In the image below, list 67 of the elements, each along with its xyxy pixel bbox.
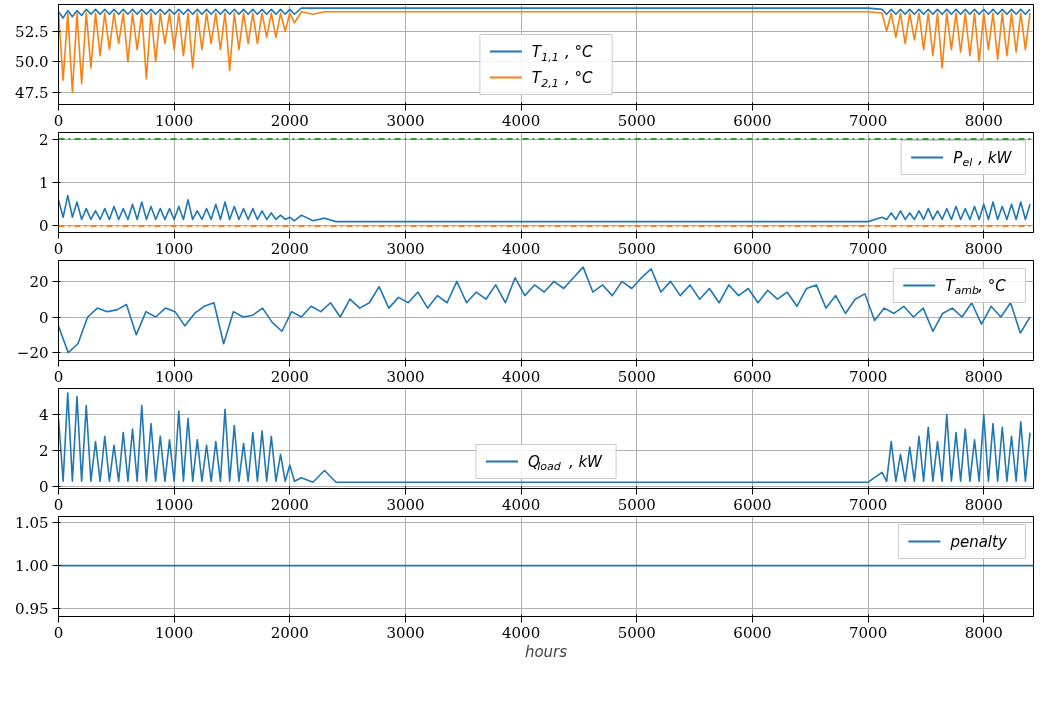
x-tick-label: 6000 bbox=[733, 239, 772, 258]
x-tick-label: 8000 bbox=[964, 367, 1003, 386]
line-series bbox=[58, 392, 1031, 483]
x-tick-label: 2000 bbox=[270, 495, 309, 514]
x-tick-label: 1000 bbox=[155, 239, 194, 258]
x-tick-label: 0 bbox=[53, 623, 64, 642]
x-tick-label: 0 bbox=[53, 495, 64, 514]
y-tick-label: 0.95 bbox=[15, 600, 49, 619]
x-tick-label: 8000 bbox=[964, 623, 1003, 642]
x-tick-label: 5000 bbox=[617, 623, 656, 642]
y-tick-label: −20 bbox=[16, 344, 49, 363]
y-tick-label: 2 bbox=[38, 130, 49, 149]
x-tick-label: 8000 bbox=[964, 111, 1003, 130]
y-tick-label: 1 bbox=[38, 174, 49, 192]
x-tick-label: 7000 bbox=[849, 367, 888, 386]
x-tick-label: 0 bbox=[53, 239, 64, 258]
x-tick-label: 3000 bbox=[386, 239, 425, 258]
x-tick-label: 8000 bbox=[964, 495, 1003, 514]
x-tick-label: 6000 bbox=[733, 111, 772, 130]
x-tick-label: 2000 bbox=[270, 367, 309, 386]
y-tick-label: 0 bbox=[38, 217, 49, 236]
x-tick-label: 1000 bbox=[155, 623, 194, 642]
line-series bbox=[58, 194, 1031, 223]
line-series bbox=[58, 7, 1031, 19]
y-tick-label: 50.0 bbox=[15, 53, 49, 72]
x-tick-label: 5000 bbox=[617, 111, 656, 130]
x-axis-title: hours bbox=[524, 642, 568, 661]
x-tick-label: 0 bbox=[53, 111, 64, 130]
x-tick-label: 1000 bbox=[155, 111, 194, 130]
y-tick-label: 1.00 bbox=[15, 557, 49, 576]
x-tick-label: 5000 bbox=[617, 367, 656, 386]
y-tick-label: 47.5 bbox=[15, 83, 49, 102]
x-tick-label: 1000 bbox=[155, 367, 194, 386]
x-tick-label: 0 bbox=[53, 367, 64, 386]
y-tick-label: 2 bbox=[38, 442, 49, 461]
x-tick-label: 7000 bbox=[849, 111, 888, 130]
x-tick-label: 6000 bbox=[733, 623, 772, 642]
x-tick-label: 3000 bbox=[386, 623, 425, 642]
x-tick-label: 5000 bbox=[617, 495, 656, 514]
x-tick-label: 6000 bbox=[733, 495, 772, 514]
x-tick-label: 7000 bbox=[849, 623, 888, 642]
x-tick-label: 8000 bbox=[964, 239, 1003, 258]
y-tick-label: 1.05 bbox=[15, 514, 49, 533]
x-tick-label: 5000 bbox=[617, 239, 656, 258]
x-tick-label: 4000 bbox=[502, 367, 541, 386]
x-tick-label: 4000 bbox=[502, 111, 541, 130]
y-tick-label: 20 bbox=[29, 272, 49, 291]
x-tick-label: 6000 bbox=[733, 367, 772, 386]
y-tick-label: 52.5 bbox=[15, 22, 49, 41]
x-tick-label: 2000 bbox=[270, 239, 309, 258]
x-tick-label: 3000 bbox=[386, 495, 425, 514]
x-tick-label: 4000 bbox=[502, 495, 541, 514]
y-tick-label: 0 bbox=[38, 478, 49, 497]
x-tick-label: 3000 bbox=[386, 367, 425, 386]
x-tick-label: 7000 bbox=[849, 239, 888, 258]
y-tick-label: 0 bbox=[38, 308, 49, 327]
y-tick-label: 4 bbox=[38, 406, 49, 425]
x-tick-label: 2000 bbox=[270, 111, 309, 130]
line-series bbox=[58, 266, 1031, 354]
line-series bbox=[58, 11, 1031, 94]
x-tick-label: 4000 bbox=[502, 623, 541, 642]
legend-label: penalty bbox=[949, 532, 1008, 551]
x-tick-label: 2000 bbox=[270, 623, 309, 642]
x-tick-label: 7000 bbox=[849, 495, 888, 514]
x-tick-label: 4000 bbox=[502, 239, 541, 258]
x-tick-label: 1000 bbox=[155, 495, 194, 514]
x-tick-label: 3000 bbox=[386, 111, 425, 130]
